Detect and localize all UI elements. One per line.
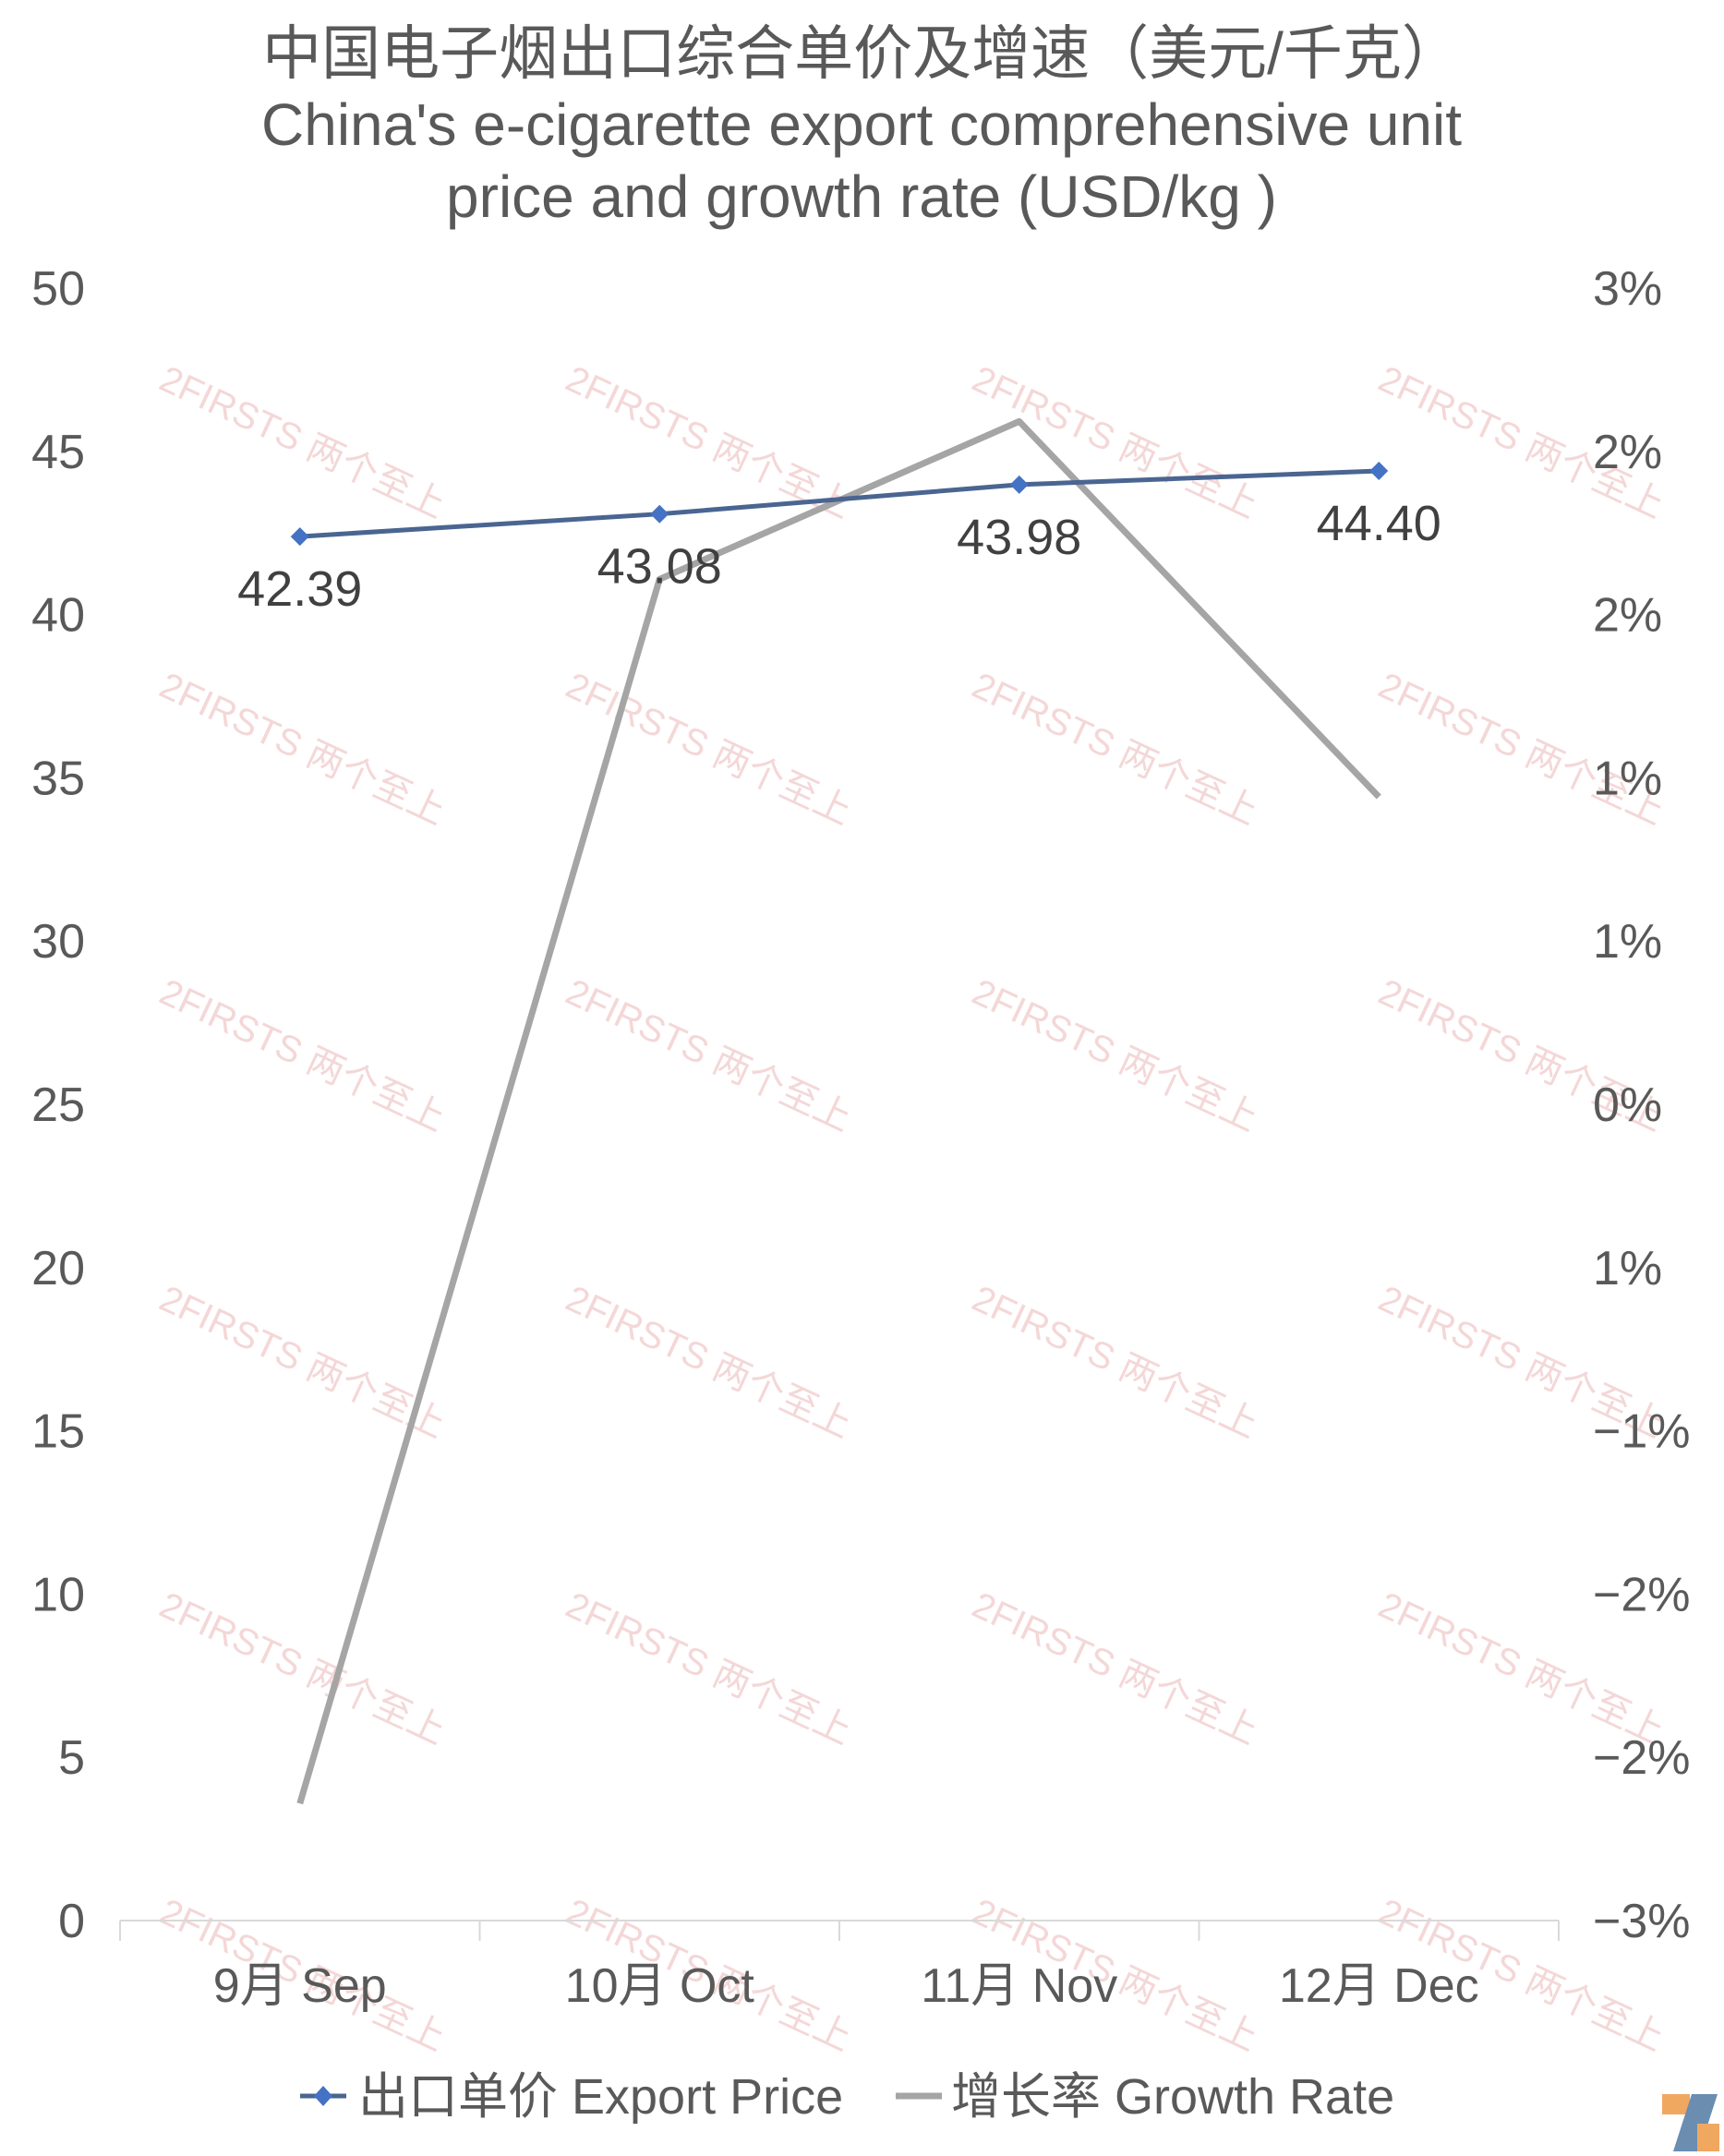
watermark-text: 2FIRSTS 两个至上	[560, 971, 858, 1139]
y-left-tick-label: 5	[58, 1731, 85, 1785]
watermark-text: 2FIRSTS 两个至上	[966, 971, 1264, 1139]
y-right-tick-label: 2%	[1593, 426, 1662, 479]
chart-subtitle-line-2: price and growth rate (USD/kg )	[446, 163, 1277, 230]
export-price-point	[290, 527, 309, 547]
y-right-tick-label: −3%	[1593, 1895, 1691, 1948]
export-price-data-label: 43.08	[597, 539, 722, 595]
y-left-tick-label: 35	[31, 752, 85, 805]
chart-title: 中国电子烟出口综合单价及增速（美元/千克）	[262, 20, 1461, 87]
export-price-point	[1369, 462, 1389, 481]
y-right-tick-label: 1%	[1593, 915, 1662, 969]
y-right-tick-label: 0%	[1593, 1078, 1662, 1132]
legend-label-growth-rate: 增长率 Growth Rate	[951, 2069, 1394, 2125]
watermark-layer: 2FIRSTS 两个至上 2FIRSTS 两个至上 2FIRSTS 两个至上 2FIR…	[153, 358, 1670, 2059]
export-price-line	[299, 468, 1380, 539]
series-marks: 42.39 43.08 43.98 44.40	[237, 417, 1441, 1805]
chart-subtitle-line-1: China's e-cigarette export comprehensive…	[261, 91, 1462, 158]
y-right-tick-label: 1%	[1593, 752, 1662, 805]
y-left-tick-label: 40	[31, 589, 85, 643]
y-right-tick-label: 1%	[1593, 1242, 1662, 1295]
x-tick-label: 10月 Oct	[565, 1959, 755, 2013]
watermark-text: 2FIRSTS 两个至上	[966, 665, 1264, 833]
legend-marker-diamond	[314, 2086, 332, 2106]
y-right-tick-label: 3%	[1593, 262, 1662, 316]
watermark-text: 2FIRSTS 两个至上	[560, 1278, 858, 1446]
watermark-text: 2FIRSTS 两个至上	[153, 1278, 452, 1446]
y-left-tick-label: 0	[58, 1895, 85, 1948]
watermark-text: 2FIRSTS 两个至上	[560, 1584, 858, 1753]
watermark-text: 2FIRSTS 两个至上	[966, 1278, 1264, 1446]
y-left-tick-label: 30	[31, 915, 85, 969]
export-price-data-label: 42.39	[237, 561, 362, 617]
legend: 出口单价 Export Price 增长率 Growth Rate	[300, 2069, 1394, 2125]
export-price-point	[1009, 475, 1029, 494]
y-left-tick-label: 10	[31, 1568, 85, 1621]
y-right-tick-label: −1%	[1593, 1405, 1691, 1459]
watermark-text: 2FIRSTS 两个至上	[966, 358, 1264, 526]
watermark-text: 2FIRSTS 两个至上	[966, 1584, 1264, 1753]
y-right-tick-label: −2%	[1593, 1568, 1691, 1621]
watermark-text: 2FIRSTS 两个至上	[153, 1584, 452, 1753]
export-price-point	[650, 504, 669, 524]
export-price-data-label: 44.40	[1317, 496, 1441, 551]
watermark-text: 2FIRSTS 两个至上	[560, 665, 858, 833]
y-left-tick-label: 45	[31, 426, 85, 479]
brand-logo	[1662, 2094, 1719, 2151]
y-left-tick-label: 15	[31, 1405, 85, 1459]
watermark-text: 2FIRSTS 两个至上	[153, 358, 452, 526]
y-right-tick-label: 2%	[1593, 589, 1662, 643]
y-left-tick-label: 25	[31, 1078, 85, 1132]
legend-label-export-price: 出口单价 Export Price	[358, 2069, 843, 2125]
x-tick-label: 11月 Nov	[921, 1959, 1117, 2013]
y-left-tick-label: 50	[31, 262, 85, 316]
x-tick-label: 9月 Sep	[213, 1959, 387, 2013]
watermark-text: 2FIRSTS 两个至上	[153, 971, 452, 1139]
watermark-text: 2FIRSTS 两个至上	[1372, 665, 1670, 833]
y-right-tick-label: −2%	[1593, 1731, 1691, 1785]
axes: 9月 Sep 10月 Oct 11月 Nov 12月 Dec 0 5 10 15 20 25 30 3…	[31, 262, 1690, 2013]
y-left-tick-label: 20	[31, 1242, 85, 1295]
export-price-data-label: 43.98	[957, 510, 1081, 565]
x-tick-label: 12月 Dec	[1279, 1959, 1479, 2013]
watermark-text: 2FIRSTS 两个至上	[153, 665, 452, 833]
